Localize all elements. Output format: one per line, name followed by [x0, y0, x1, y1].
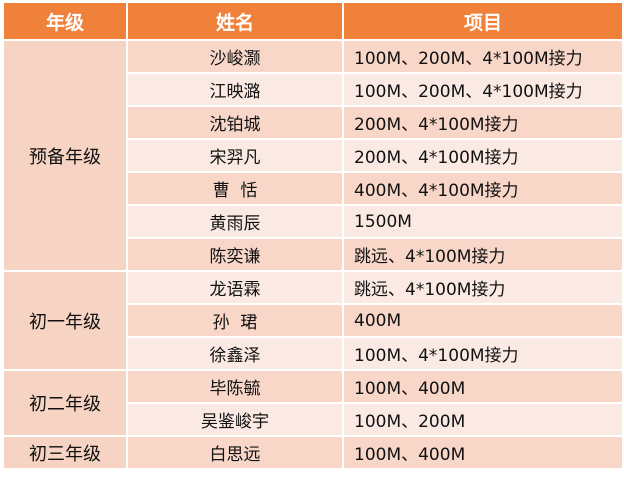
student-events: 100M、400M — [342, 369, 624, 404]
table-row: 徐鑫泽 100M、4*100M接力 — [3, 336, 624, 371]
student-name: 陈奕谦 — [126, 237, 344, 272]
grade-column-header: 年级 — [2, 1, 128, 41]
events-column-header: 项目 — [342, 1, 624, 41]
student-events: 100M、400M — [342, 435, 624, 470]
table-header: 年级 姓名 项目 — [2, 1, 624, 41]
table-body: 预备年级 沙峻灏 100M、200M、4*100M接力 江映潞 100M、200… — [2, 39, 624, 470]
table-row: 江映潞 100M、200M、4*100M接力 — [3, 72, 624, 107]
student-events: 100M、200M、4*100M接力 — [342, 39, 624, 74]
student-events: 100M、200M、4*100M接力 — [342, 72, 624, 107]
header-row: 年级 姓名 项目 — [2, 1, 624, 41]
athlete-events-table: 年级 姓名 项目 预备年级 沙峻灏 100M、200M、4*100M接力 江映潞… — [2, 1, 624, 470]
student-events: 200M、4*100M接力 — [342, 138, 624, 173]
student-name: 宋羿凡 — [126, 138, 344, 173]
name-column-header: 姓名 — [126, 1, 344, 41]
student-name: 吴鉴峻宇 — [126, 402, 344, 437]
table-row: 初一年级 龙语霖 跳远、4*100M接力 — [2, 270, 624, 371]
table-row: 曹 恬 400M、4*100M接力 — [3, 171, 624, 206]
student-events: 400M — [342, 303, 624, 338]
student-events: 跳远、4*100M接力 — [342, 237, 624, 272]
table-row: 陈奕谦 跳远、4*100M接力 — [3, 237, 624, 272]
student-name: 江映潞 — [126, 72, 344, 107]
grade-cell: 初三年级 — [2, 435, 128, 470]
table-row: 宋羿凡 200M、4*100M接力 — [3, 138, 624, 173]
grade-cell: 初一年级 — [2, 270, 128, 371]
student-name: 曹 恬 — [126, 171, 344, 206]
student-name: 沙峻灏 — [126, 39, 344, 74]
grade-cell: 预备年级 — [2, 39, 128, 272]
student-events: 200M、4*100M接力 — [342, 105, 624, 140]
table-row: 吴鉴峻宇 100M、200M — [3, 402, 624, 437]
student-events: 跳远、4*100M接力 — [342, 270, 624, 305]
student-events: 1500M — [342, 204, 624, 239]
student-name: 黄雨辰 — [126, 204, 344, 239]
table-row: 沈铂城 200M、4*100M接力 — [3, 105, 624, 140]
student-events: 400M、4*100M接力 — [342, 171, 624, 206]
table-row: 初三年级 白思远 100M、400M — [2, 435, 624, 470]
student-name: 毕陈毓 — [126, 369, 344, 404]
grade-cell: 初二年级 — [2, 369, 128, 437]
student-name: 白思远 — [126, 435, 344, 470]
student-name: 龙语霖 — [126, 270, 344, 305]
student-events: 100M、4*100M接力 — [342, 336, 624, 371]
table-row: 预备年级 沙峻灏 100M、200M、4*100M接力 — [2, 39, 624, 272]
table-row: 孙 珺 400M — [3, 303, 624, 338]
table-row: 初二年级 毕陈毓 100M、400M — [2, 369, 624, 437]
student-name: 徐鑫泽 — [126, 336, 344, 371]
student-events: 100M、200M — [342, 402, 624, 437]
student-name: 沈铂城 — [126, 105, 344, 140]
table-row: 黄雨辰 1500M — [3, 204, 624, 239]
student-name: 孙 珺 — [126, 303, 344, 338]
